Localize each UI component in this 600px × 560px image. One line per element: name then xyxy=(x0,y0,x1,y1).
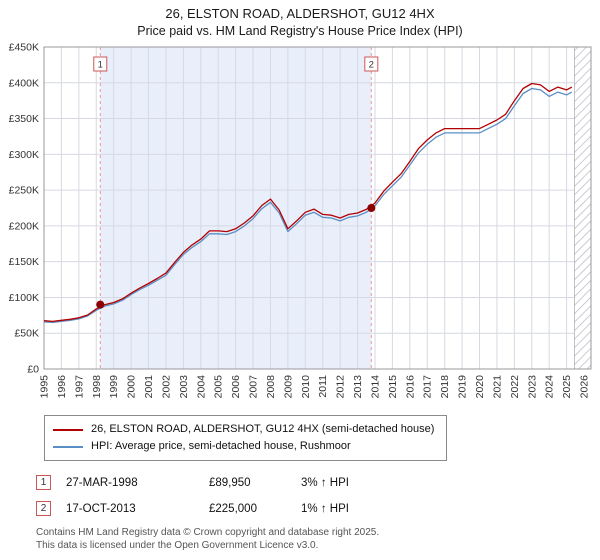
y-tick-label: £0 xyxy=(27,364,39,376)
transaction-2-hpi-change: 1% ↑ HPI xyxy=(301,502,349,515)
x-tick-label: 2016 xyxy=(404,375,416,399)
x-tick-label: 2006 xyxy=(230,375,242,399)
y-tick-label: £350K xyxy=(9,113,39,125)
footer-line-2: This data is licensed under the Open Gov… xyxy=(36,539,319,551)
x-tick-label: 2026 xyxy=(579,375,591,399)
transaction-2-marker: 2 xyxy=(36,501,51,516)
transactions-list: 1 27-MAR-1998 £89,950 3% ↑ HPI 2 17-OCT-… xyxy=(36,475,600,516)
x-tick-label: 2014 xyxy=(369,375,381,399)
series-line-hpi xyxy=(43,87,573,324)
x-tick-label: 2020 xyxy=(474,375,486,399)
x-tick-label: 2015 xyxy=(387,375,399,399)
sale-number-box-2 xyxy=(364,56,379,72)
sale-point-1 xyxy=(96,300,105,309)
x-tick-label: 2001 xyxy=(143,375,155,399)
x-tick-label: 2008 xyxy=(265,375,277,399)
transaction-row-1: 1 27-MAR-1998 £89,950 3% ↑ HPI xyxy=(36,475,600,490)
x-tick-label: 2023 xyxy=(526,375,538,399)
future-hatch-region xyxy=(574,46,592,370)
transaction-2-date: 17-OCT-2013 xyxy=(66,502,136,515)
y-tick-label: £400K xyxy=(9,77,39,89)
x-tick-label: 2002 xyxy=(160,375,172,399)
x-tick-label: 2013 xyxy=(352,375,364,399)
x-tick-label: 2011 xyxy=(317,375,329,398)
legend-label-property: 26, ELSTON ROAD, ALDERSHOT, GU12 4HX (se… xyxy=(91,423,435,435)
x-tick-label: 2024 xyxy=(544,375,556,399)
footer-line-1: Contains HM Land Registry data © Crown c… xyxy=(36,527,380,538)
y-tick-label: £200K xyxy=(9,220,39,232)
x-tick-label: 2005 xyxy=(213,375,225,399)
series-line-property xyxy=(43,82,573,323)
plot-border xyxy=(43,46,592,370)
x-tick-label: 2017 xyxy=(422,375,434,399)
license-footer: Contains HM Land Registry data © Crown c… xyxy=(36,527,600,552)
y-tick-label: £50K xyxy=(14,328,39,340)
legend-label-hpi: HPI: Average price, semi-detached house,… xyxy=(91,440,351,452)
transaction-1-marker: 1 xyxy=(36,475,51,490)
legend-item-hpi: HPI: Average price, semi-detached house,… xyxy=(53,438,434,455)
transaction-1-price: £89,950 xyxy=(209,476,251,489)
x-tick-label: 2012 xyxy=(335,375,347,399)
transaction-1-date: 27-MAR-1998 xyxy=(66,476,138,489)
x-tick-label: 2010 xyxy=(300,375,312,399)
sale-point-2 xyxy=(367,204,376,212)
x-tick-label: 1995 xyxy=(39,375,51,399)
x-tick-label: 1996 xyxy=(56,375,68,399)
x-tick-label: 2007 xyxy=(248,375,260,399)
svg-text:2: 2 xyxy=(369,60,374,71)
x-tick-label: 2022 xyxy=(509,375,521,399)
x-tick-label: 1999 xyxy=(108,375,120,399)
page-subtitle: Price paid vs. HM Land Registry's House … xyxy=(137,24,463,38)
x-tick-label: 2018 xyxy=(439,375,451,399)
transaction-2-price: £225,000 xyxy=(209,502,257,515)
x-tick-label: 2000 xyxy=(126,375,138,399)
x-tick-label: 2021 xyxy=(491,375,503,399)
y-tick-label: £450K xyxy=(9,42,39,54)
transaction-row-2: 2 17-OCT-2013 £225,000 1% ↑ HPI xyxy=(36,501,600,516)
y-tick-label: £300K xyxy=(9,149,39,161)
page-title: 26, ELSTON ROAD, ALDERSHOT, GU12 4HX xyxy=(165,6,435,21)
property-line-swatch xyxy=(53,428,83,431)
x-tick-label: 2004 xyxy=(195,375,207,399)
hpi-line-swatch xyxy=(53,445,83,448)
sale-number-box-1 xyxy=(93,56,108,72)
x-tick-label: 2019 xyxy=(457,375,469,399)
svg-text:1: 1 xyxy=(98,60,103,71)
y-tick-label: £250K xyxy=(9,185,39,197)
transaction-1-hpi-change: 3% ↑ HPI xyxy=(301,476,349,489)
y-tick-label: £100K xyxy=(9,292,39,304)
x-tick-label: 1998 xyxy=(91,375,103,399)
x-tick-label: 1997 xyxy=(73,375,85,399)
y-tick-label: £150K xyxy=(9,256,39,268)
price-history-chart: 1 2 £0 £50K £100K £150K £200K £250K £300K £350K £4… xyxy=(9,42,592,399)
x-tick-label: 2025 xyxy=(561,375,573,399)
chart-legend: 26, ELSTON ROAD, ALDERSHOT, GU12 4HX (se… xyxy=(44,415,448,461)
legend-item-property: 26, ELSTON ROAD, ALDERSHOT, GU12 4HX (se… xyxy=(53,421,434,438)
x-tick-label: 2003 xyxy=(178,375,190,399)
chart-titles: 26, ELSTON ROAD, ALDERSHOT, GU12 4HX Pri… xyxy=(0,0,600,39)
x-tick-label: 2009 xyxy=(282,375,294,399)
